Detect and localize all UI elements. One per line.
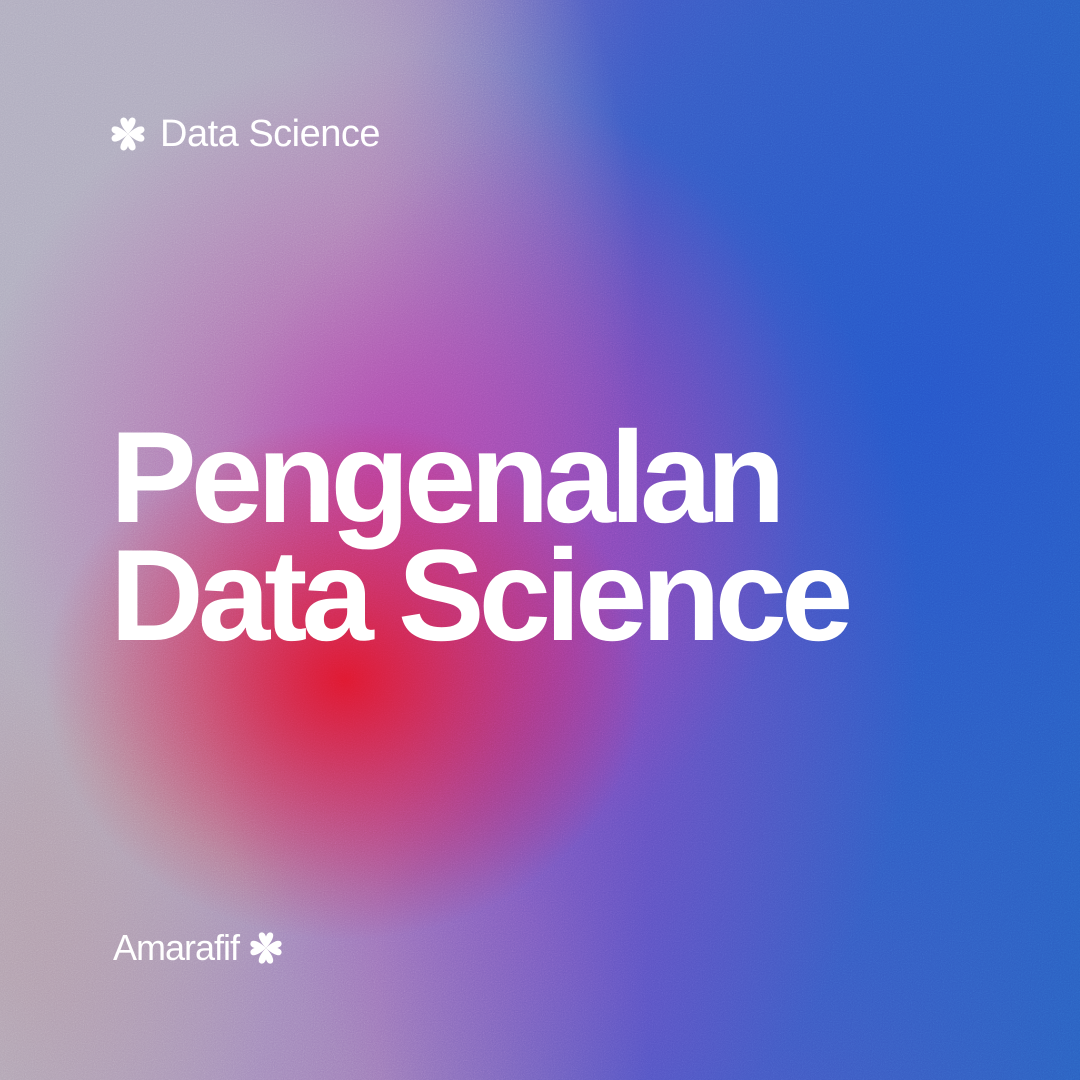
headline-line-2: Data Science <box>110 522 853 668</box>
category-label: Data Science <box>160 113 381 155</box>
headline-line-1: Pengenalan <box>110 404 786 550</box>
category-tag: Data Science <box>108 112 381 156</box>
clover-icon <box>250 932 282 964</box>
brand-name: Amarafif <box>113 927 240 968</box>
headline: Pengenalan Data Science <box>110 404 1010 668</box>
clover-icon <box>111 117 145 151</box>
brand-signature: Amarafif <box>113 926 285 970</box>
